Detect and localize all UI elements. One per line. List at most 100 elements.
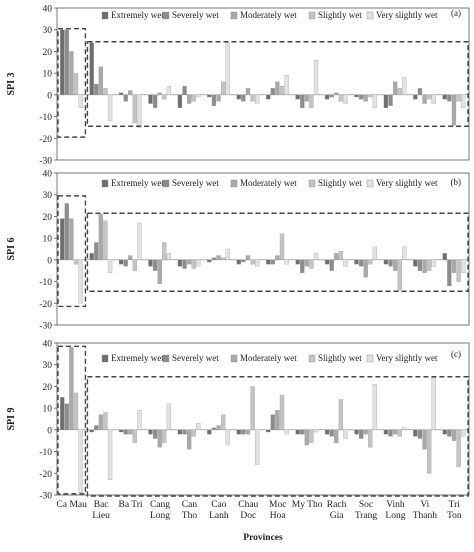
- bar-very-slightly-wet: [78, 94, 83, 109]
- bar-very-slightly-wet: [107, 429, 113, 480]
- bar-slightly-wet: [338, 399, 344, 431]
- bar-moderately-wet: [216, 425, 221, 431]
- y-tick-label: -20: [39, 300, 52, 310]
- bar-moderately-wet: [334, 429, 339, 444]
- plot-frame: [56, 172, 470, 326]
- highlight-box: [57, 28, 87, 138]
- bar-moderately-wet: [157, 92, 162, 96]
- bar-very-slightly-wet: [255, 259, 260, 267]
- bar-slightly-wet: [279, 233, 285, 261]
- x-tick-label: Cao: [211, 500, 227, 510]
- bar-extremely-wet: [177, 429, 183, 435]
- bar-very-slightly-wet: [372, 384, 378, 431]
- bar-extremely-wet: [413, 429, 418, 437]
- bar-very-slightly-wet: [225, 429, 230, 446]
- bar-severely-wet: [152, 259, 158, 271]
- bar-moderately-wet: [216, 94, 221, 102]
- legend-swatch: [101, 179, 109, 188]
- bar-very-slightly-wet: [284, 259, 289, 265]
- x-tick-label: Moc: [269, 500, 286, 510]
- bar-moderately-wet: [245, 255, 251, 261]
- bar-very-slightly-wet: [343, 259, 348, 267]
- bar-slightly-wet: [103, 88, 108, 96]
- bar-very-slightly-wet: [402, 246, 407, 261]
- y-tick-label: 10: [43, 70, 53, 80]
- bar-very-slightly-wet: [431, 377, 436, 431]
- bar-slightly-wet: [368, 429, 373, 448]
- bar-severely-wet: [447, 259, 452, 287]
- bar-severely-wet: [211, 94, 217, 106]
- bar-severely-wet: [358, 429, 364, 439]
- bar-severely-wet: [94, 83, 99, 96]
- y-tick-label: 30: [43, 361, 53, 371]
- bar-extremely-wet: [442, 429, 447, 435]
- highlight-box: [86, 376, 469, 497]
- bar-severely-wet: [211, 257, 217, 261]
- bar-extremely-wet: [207, 429, 212, 435]
- bar-very-slightly-wet: [196, 423, 201, 431]
- y-axis-title: SPI 9: [6, 407, 17, 430]
- bar-moderately-wet: [392, 259, 398, 271]
- bar-very-slightly-wet: [461, 94, 466, 109]
- bar-extremely-wet: [354, 259, 359, 265]
- bar-slightly-wet: [103, 412, 108, 431]
- bar-severely-wet: [94, 425, 99, 431]
- chart-panel-1: 40 30 20 10 0 -10 -20 -30 Extremely wet Severely …: [6, 5, 470, 167]
- bar-very-slightly-wet: [402, 427, 407, 431]
- bar-extremely-wet: [148, 259, 153, 267]
- bar-very-slightly-wet: [372, 246, 378, 261]
- bar-slightly-wet: [191, 94, 196, 102]
- bar-moderately-wet: [69, 218, 74, 261]
- bar-slightly-wet: [103, 220, 108, 261]
- x-tick-label: Cang: [150, 500, 170, 510]
- bar-moderately-wet: [157, 259, 162, 284]
- bar-extremely-wet: [118, 429, 124, 433]
- bar-slightly-wet: [250, 94, 255, 102]
- bar-slightly-wet: [162, 94, 167, 100]
- legend-label: Slightly wet: [318, 178, 362, 188]
- bar-moderately-wet: [363, 259, 368, 278]
- x-tick-label: Lanh: [209, 511, 229, 521]
- bar-slightly-wet: [191, 429, 196, 437]
- y-tick-label: -10: [39, 448, 52, 458]
- bar-moderately-wet: [363, 94, 368, 102]
- x-tick-label: Tri: [449, 500, 461, 510]
- panel-label: (a): [451, 8, 461, 18]
- legend-label: Moderately wet: [240, 353, 297, 363]
- legend-swatch: [366, 179, 374, 188]
- bar-moderately-wet: [98, 414, 103, 431]
- highlight-box: [57, 195, 87, 308]
- bar-moderately-wet: [451, 259, 457, 274]
- y-tick-label: 0: [47, 91, 52, 101]
- bar-moderately-wet: [128, 429, 133, 435]
- x-tick-label: Vi: [420, 500, 429, 510]
- x-tick-label: Chau: [238, 500, 258, 510]
- bar-very-slightly-wet: [196, 94, 201, 98]
- bar-extremely-wet: [413, 94, 418, 100]
- bar-severely-wet: [182, 259, 187, 269]
- bar-extremely-wet: [60, 218, 65, 261]
- bar-severely-wet: [300, 429, 305, 435]
- legend-swatch: [162, 179, 170, 188]
- y-tick-label: 10: [43, 405, 53, 415]
- bar-severely-wet: [300, 94, 305, 109]
- bar-slightly-wet: [250, 259, 255, 265]
- bar-severely-wet: [329, 94, 334, 98]
- legend-label: Moderately wet: [240, 10, 297, 20]
- x-tick-label: Vinh: [386, 500, 405, 510]
- bar-moderately-wet: [304, 429, 309, 446]
- y-tick-label: 40: [43, 5, 53, 15]
- bar-moderately-wet: [245, 429, 251, 435]
- bar-slightly-wet: [368, 94, 373, 98]
- bar-severely-wet: [64, 203, 69, 261]
- bar-severely-wet: [447, 94, 452, 102]
- bar-very-slightly-wet: [196, 259, 201, 267]
- bar-severely-wet: [358, 94, 364, 100]
- bar-severely-wet: [329, 429, 334, 437]
- highlight-box: [57, 345, 87, 495]
- bar-very-slightly-wet: [461, 429, 466, 437]
- legend-swatch: [162, 354, 170, 363]
- bar-very-slightly-wet: [166, 86, 172, 96]
- plot-frame: [56, 7, 470, 161]
- bar-very-slightly-wet: [431, 94, 436, 104]
